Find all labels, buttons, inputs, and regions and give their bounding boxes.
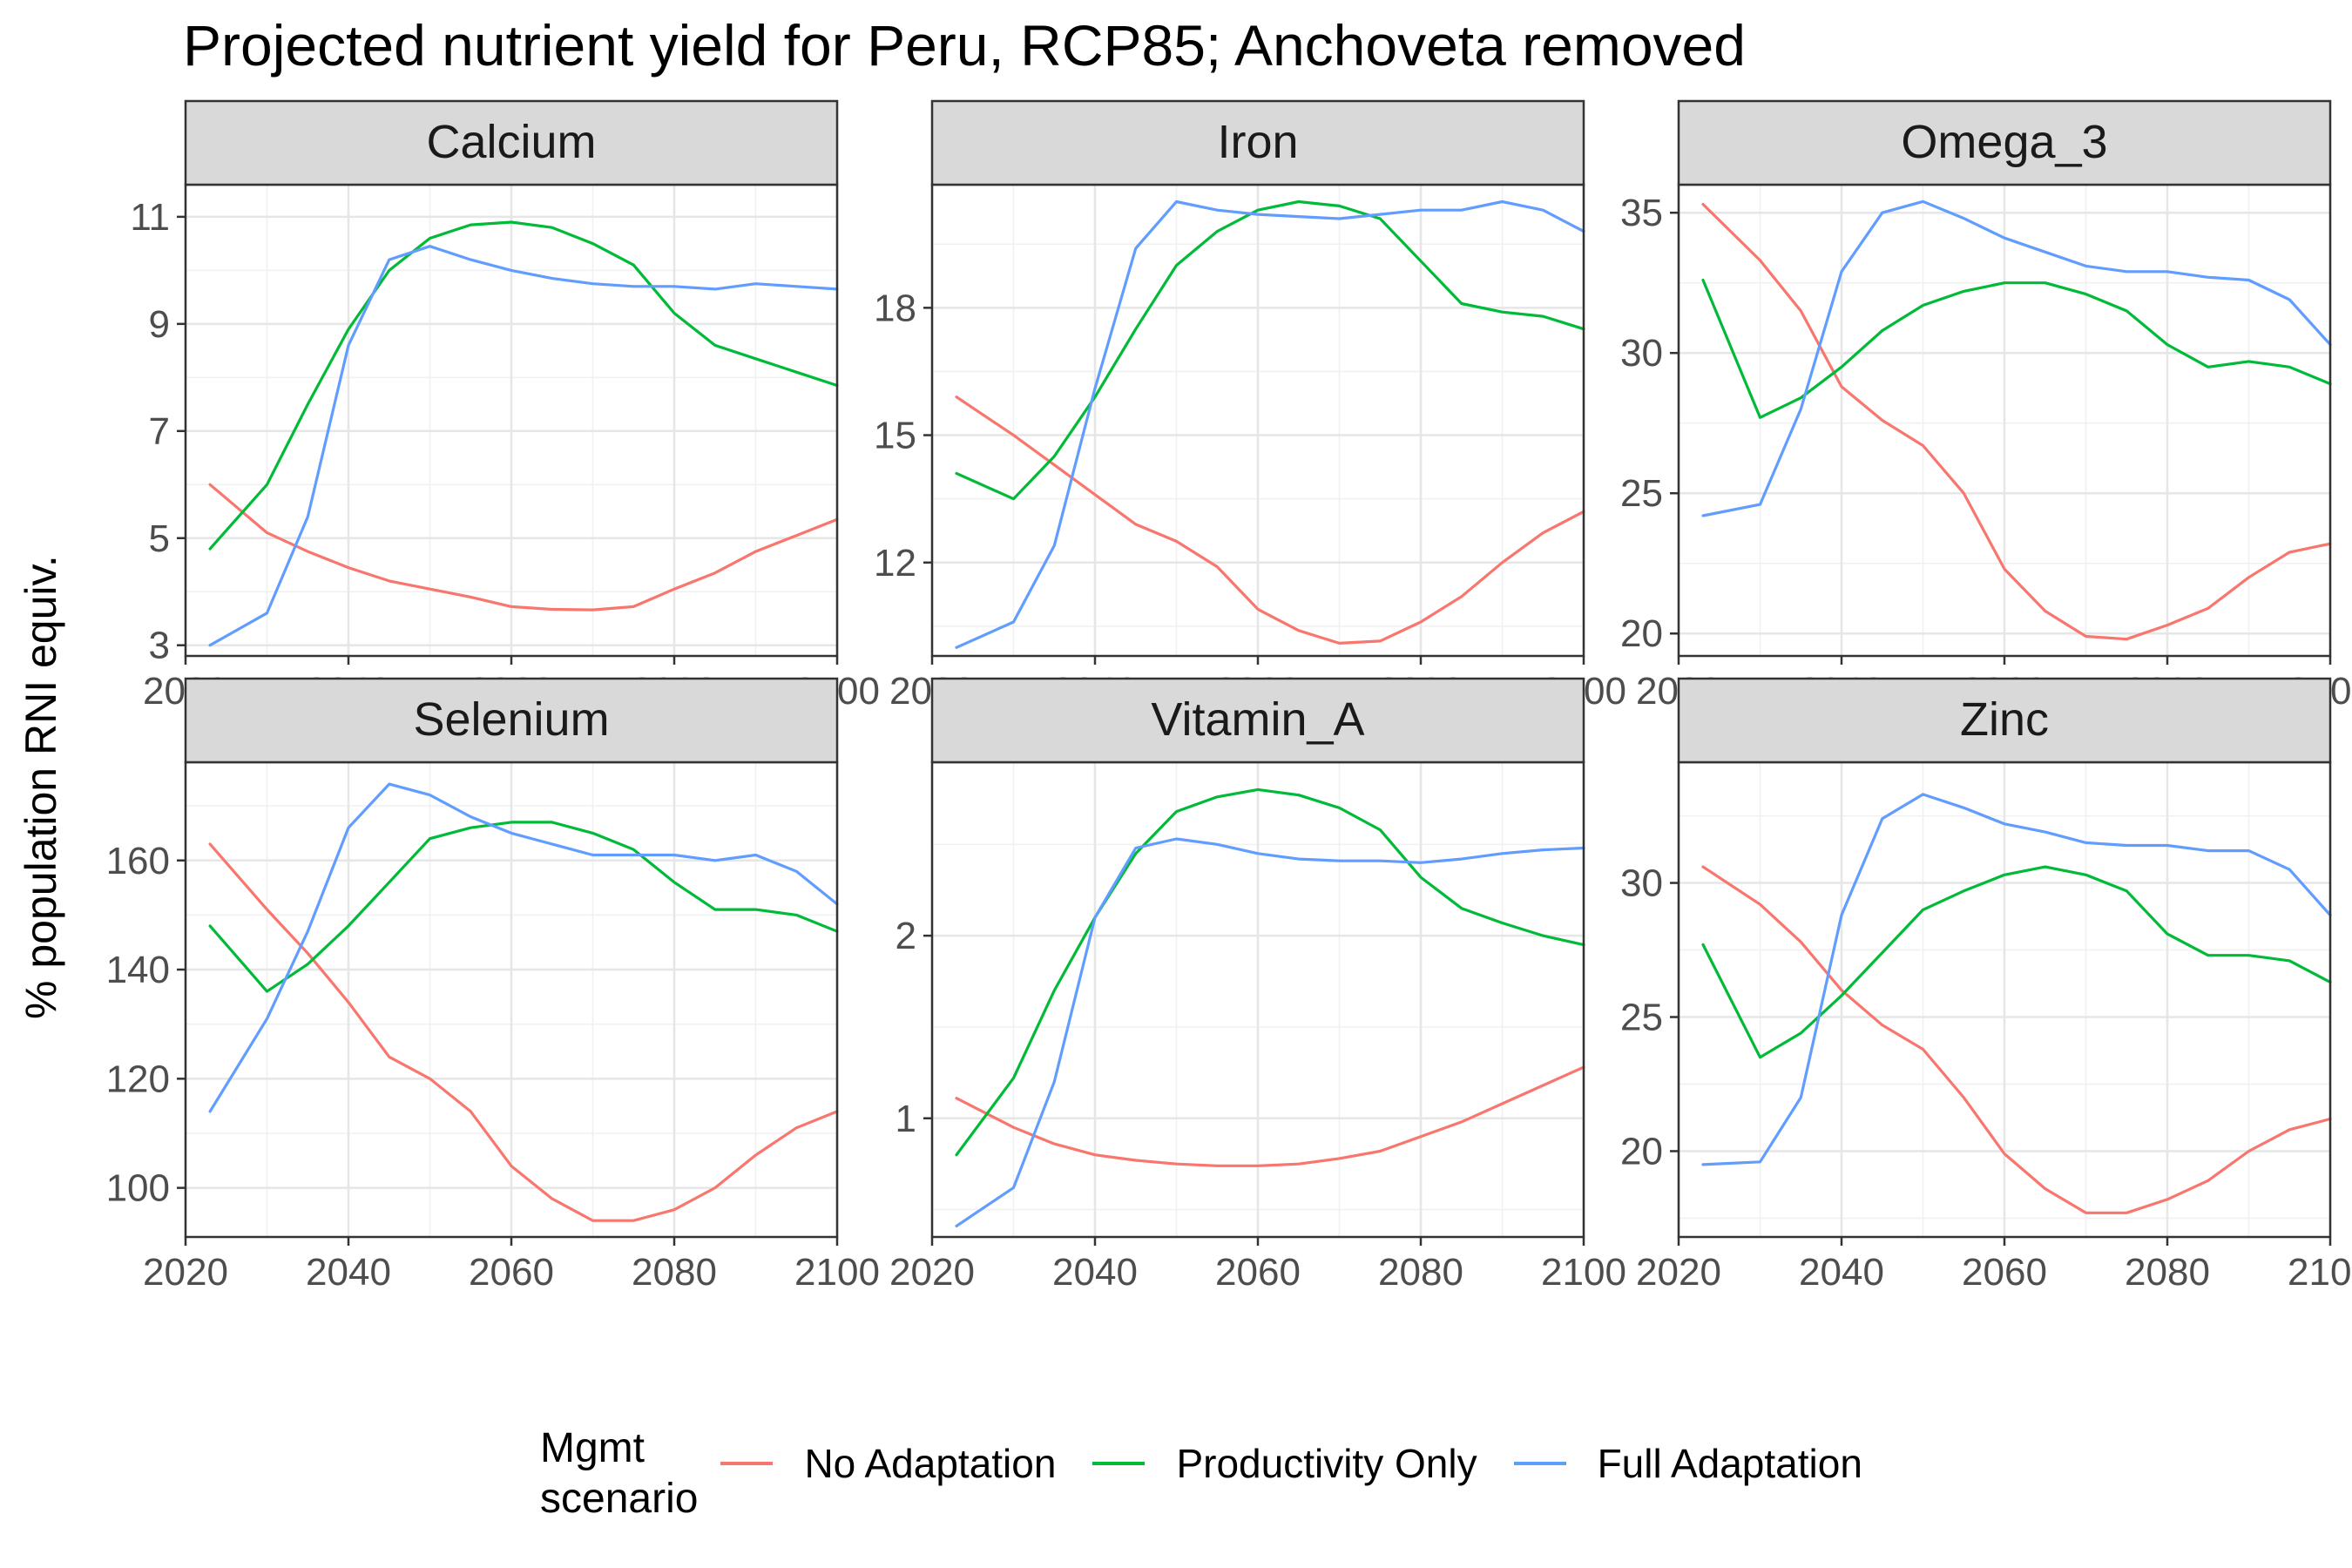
legend-item-no-adaptation: No Adaptation: [720, 1420, 1056, 1507]
y-tick-label: 15: [874, 415, 916, 457]
facet-strip: [1677, 99, 2332, 186]
series-line-productivity-only: [1701, 278, 2332, 419]
y-tick-label: 30: [1620, 862, 1663, 905]
series-line-no-adaptation: [208, 483, 839, 612]
legend-title: Mgmt scenario: [540, 1423, 698, 1524]
legend-key-no-adaptation: [720, 1462, 774, 1465]
series-line-productivity-only: [1701, 865, 2332, 1059]
x-tick-label: 2020: [889, 1251, 975, 1294]
x-tick-label: 2020: [143, 1251, 228, 1294]
legend-label: Full Adaptation: [1597, 1441, 1862, 1486]
facet-label-zinc: Zinc: [1960, 693, 2049, 746]
x-tick-label: 2040: [1052, 1251, 1138, 1294]
y-tick-label: 140: [106, 949, 170, 991]
series-line-productivity-only: [955, 199, 1585, 501]
series-line-no-adaptation: [1701, 202, 2332, 641]
y-tick-label: 35: [1620, 192, 1663, 234]
y-tick-label: 18: [874, 287, 916, 329]
series-line-full-adaptation: [1701, 199, 2332, 517]
facet-strip: [930, 99, 1585, 186]
series-line-no-adaptation: [955, 395, 1585, 645]
y-tick-label: 160: [106, 840, 170, 882]
series-line-full-adaptation: [1701, 793, 2332, 1166]
y-tick-label: 11: [130, 196, 170, 239]
x-tick-label: 2020: [1636, 1251, 1721, 1294]
x-tick-label: 2060: [1962, 1251, 2047, 1294]
legend-key-productivity-only: [1092, 1462, 1146, 1465]
facet-label-calcium: Calcium: [426, 116, 596, 168]
legend-item-full-adaptation: Full Adaptation: [1513, 1420, 1862, 1507]
y-tick-label: 7: [149, 410, 170, 453]
legend-label: Productivity Only: [1176, 1441, 1477, 1486]
y-tick-label: 25: [1620, 472, 1663, 515]
legend-key-full-adaptation: [1513, 1462, 1566, 1465]
x-tick-label: 2100: [1541, 1251, 1626, 1294]
series-line-productivity-only: [208, 220, 839, 551]
series-line-full-adaptation: [955, 199, 1585, 649]
series-line-no-adaptation: [1701, 865, 2332, 1214]
series-line-full-adaptation: [208, 782, 839, 1113]
legend-label: No Adaptation: [804, 1441, 1057, 1486]
y-tick-label: 12: [874, 542, 916, 585]
facet-strip: [184, 677, 839, 764]
series-line-productivity-only: [208, 821, 839, 993]
facet-strip: [930, 677, 1585, 764]
series-line-full-adaptation: [955, 837, 1585, 1227]
y-tick-label: 100: [106, 1167, 170, 1210]
x-tick-label: 2040: [1799, 1251, 1884, 1294]
y-tick-label: 120: [106, 1058, 170, 1100]
x-tick-label: 2100: [2288, 1251, 2352, 1294]
x-tick-label: 2100: [794, 1251, 880, 1294]
series-line-productivity-only: [955, 787, 1585, 1157]
legend: Mgmt scenario No Adaptation Productivity…: [540, 1420, 1899, 1524]
y-tick-label: 1: [896, 1098, 916, 1140]
y-tick-label: 9: [149, 303, 170, 346]
x-tick-label: 2080: [2125, 1251, 2210, 1294]
facet-label-selenium: Selenium: [413, 693, 609, 746]
series-line-full-adaptation: [208, 245, 839, 647]
chart-title: Projected nutrient yield for Peru, RCP85…: [183, 13, 1746, 78]
facet-strip: [184, 99, 839, 186]
series-line-no-adaptation: [955, 1065, 1585, 1167]
y-tick-label: 20: [1620, 1130, 1663, 1173]
x-tick-label: 2080: [632, 1251, 717, 1294]
legend-item-productivity-only: Productivity Only: [1092, 1420, 1477, 1507]
x-tick-label: 2060: [1215, 1251, 1301, 1294]
y-tick-label: 5: [149, 517, 170, 560]
y-tick-label: 20: [1620, 612, 1663, 655]
legend-title-line2: scenario: [540, 1476, 699, 1522]
y-tick-label: 2: [896, 915, 916, 957]
x-tick-label: 2060: [469, 1251, 554, 1294]
facet-strip: [1677, 677, 2332, 764]
y-tick-label: 30: [1620, 332, 1663, 375]
facet-label-omega-3: Omega_3: [1901, 116, 2107, 168]
facet-label-iron: Iron: [1217, 116, 1298, 168]
y-tick-label: 25: [1620, 997, 1663, 1039]
x-tick-label: 2080: [1378, 1251, 1463, 1294]
series-line-no-adaptation: [208, 842, 839, 1222]
y-tick-label: 3: [149, 625, 170, 667]
legend-title-line1: Mgmt: [540, 1425, 645, 1471]
facet-label-vitamin-a: Vitamin_A: [1151, 693, 1364, 746]
x-tick-label: 2040: [306, 1251, 391, 1294]
